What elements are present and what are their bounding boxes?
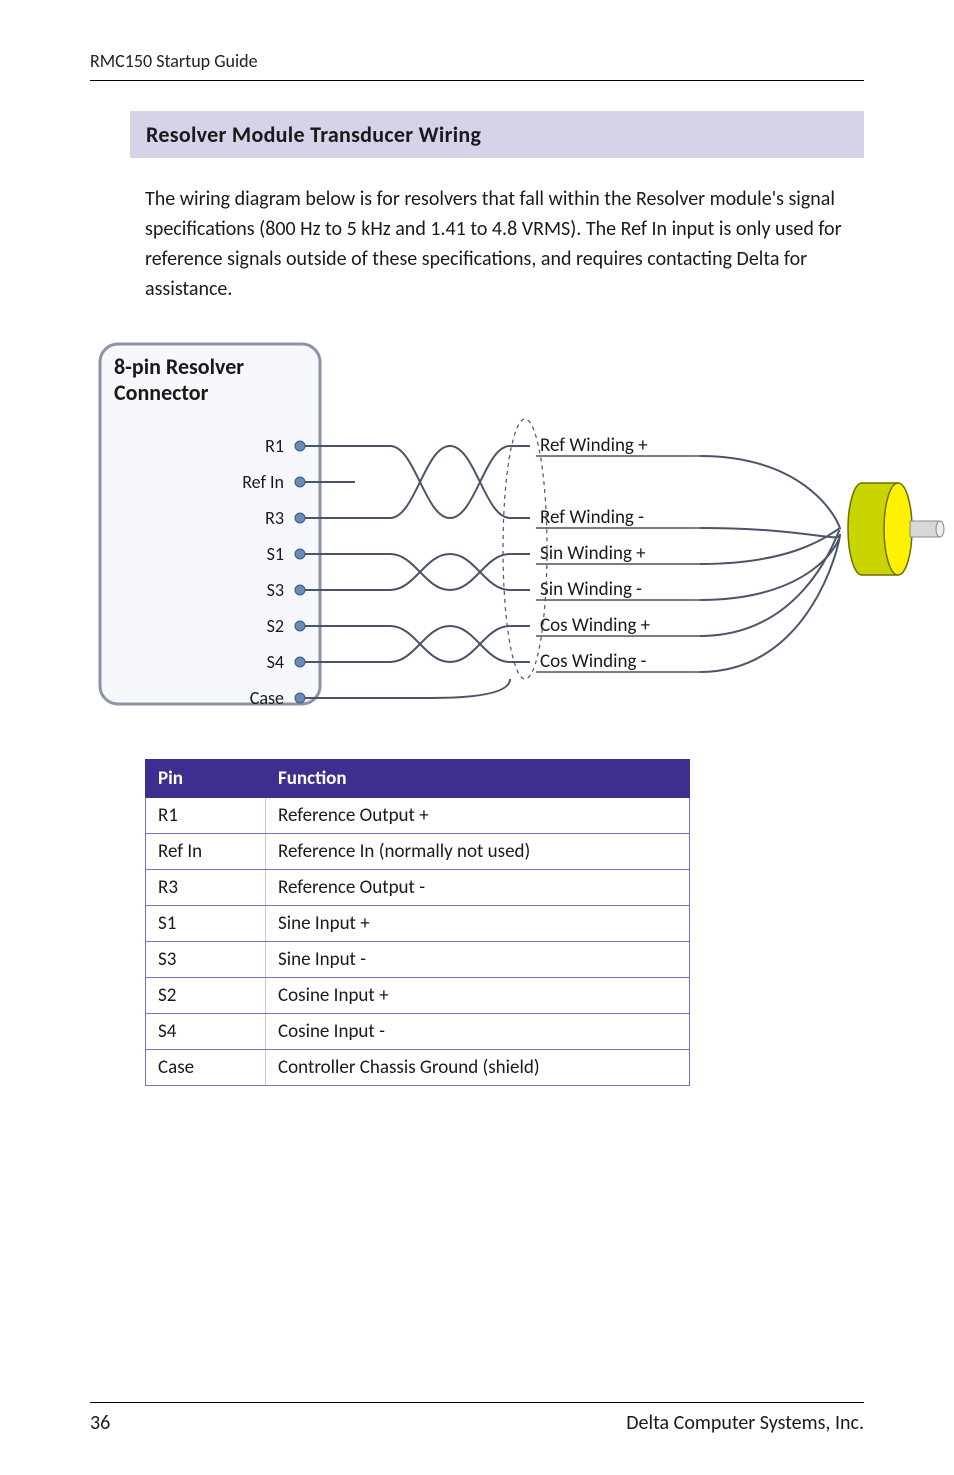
svg-text:S3: S3 — [267, 579, 284, 601]
intro-paragraph: The wiring diagram below is for resolver… — [145, 184, 854, 304]
svg-text:Ref Winding -: Ref Winding - — [540, 506, 644, 529]
pin-cell: S3 — [146, 942, 266, 978]
table-row: S3Sine Input - — [146, 942, 690, 978]
page-footer: 36 Delta Computer Systems, Inc. — [90, 1402, 864, 1435]
table-row: S1Sine Input + — [146, 906, 690, 942]
table-row: S2Cosine Input + — [146, 978, 690, 1014]
function-cell: Sine Input - — [266, 942, 690, 978]
pin-cell: S4 — [146, 1014, 266, 1050]
svg-text:Cos Winding -: Cos Winding - — [540, 650, 647, 673]
svg-text:Sin Winding -: Sin Winding - — [540, 578, 642, 601]
running-header: RMC150 Startup Guide — [90, 50, 864, 72]
svg-text:Ref Winding +: Ref Winding + — [540, 434, 648, 457]
pin-cell: R3 — [146, 870, 266, 906]
svg-text:Ref In: Ref In — [242, 471, 284, 493]
svg-text:Cos Winding +: Cos Winding + — [540, 614, 651, 637]
section-heading: Resolver Module Transducer Wiring — [130, 111, 864, 158]
function-cell: Reference In (normally not used) — [266, 834, 690, 870]
pin-cell: Ref In — [146, 834, 266, 870]
svg-text:R1: R1 — [265, 435, 284, 457]
function-cell: Reference Output - — [266, 870, 690, 906]
table-row: R1Reference Output + — [146, 798, 690, 834]
svg-text:Case: Case — [250, 687, 284, 709]
table-row: Ref InReference In (normally not used) — [146, 834, 690, 870]
footer-company: Delta Computer Systems, Inc. — [626, 1411, 864, 1435]
function-cell: Sine Input + — [266, 906, 690, 942]
function-cell: Cosine Input + — [266, 978, 690, 1014]
wiring-diagram: 8-pin ResolverConnector R1 Ref In R3 S1 S3 S2 S… — [90, 334, 864, 719]
pin-cell: Case — [146, 1050, 266, 1086]
pin-cell: R1 — [146, 798, 266, 834]
svg-text:8-pin Resolver: 8-pin Resolver — [114, 353, 244, 380]
header-rule — [90, 80, 864, 81]
svg-text:R3: R3 — [265, 507, 284, 529]
table-row: S4Cosine Input - — [146, 1014, 690, 1050]
table-row: CaseController Chassis Ground (shield) — [146, 1050, 690, 1086]
pin-cell: S2 — [146, 978, 266, 1014]
function-cell: Controller Chassis Ground (shield) — [266, 1050, 690, 1086]
svg-text:S2: S2 — [267, 615, 284, 637]
page-number: 36 — [90, 1411, 110, 1435]
svg-text:S1: S1 — [267, 543, 284, 565]
table-header-function: Function — [266, 760, 690, 798]
pin-cell: S1 — [146, 906, 266, 942]
svg-text:S4: S4 — [267, 651, 284, 673]
function-cell: Cosine Input - — [266, 1014, 690, 1050]
function-cell: Reference Output + — [266, 798, 690, 834]
table-row: R3Reference Output - — [146, 870, 690, 906]
table-header-pin: Pin — [146, 760, 266, 798]
svg-text:Connector: Connector — [114, 379, 209, 406]
pin-function-table: Pin Function R1Reference Output +Ref InR… — [145, 759, 690, 1086]
svg-text:Sin Winding +: Sin Winding + — [540, 542, 646, 565]
